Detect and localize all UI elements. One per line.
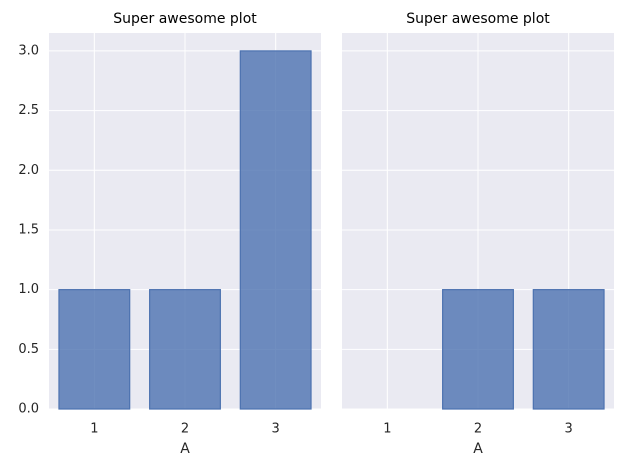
x-tick-label: 3: [272, 422, 280, 437]
x-tick-label: 2: [474, 422, 482, 437]
x-tick-label: 3: [565, 422, 573, 437]
chart-title: Super awesome plot: [406, 11, 550, 27]
x-axis-label: A: [180, 441, 190, 457]
x-axis-label: A: [473, 441, 483, 457]
y-tick-label: 3.0: [18, 43, 39, 58]
x-tick-label: 1: [90, 422, 98, 437]
bar: [149, 289, 221, 410]
bar: [532, 289, 605, 410]
x-tick-label: 1: [383, 422, 391, 437]
x-tick-label: 2: [181, 422, 189, 437]
y-tick-label: 1.0: [18, 282, 39, 297]
y-tick-label: 0.5: [18, 342, 39, 357]
y-tick-label: 1.5: [18, 222, 39, 237]
y-tick-label: 2.0: [18, 163, 39, 178]
chart-title: Super awesome plot: [113, 11, 257, 27]
y-tick-label: 0.0: [18, 402, 39, 417]
bar: [239, 50, 312, 410]
bar: [442, 289, 514, 410]
bar: [58, 289, 131, 410]
y-tick-label: 2.5: [18, 103, 39, 118]
